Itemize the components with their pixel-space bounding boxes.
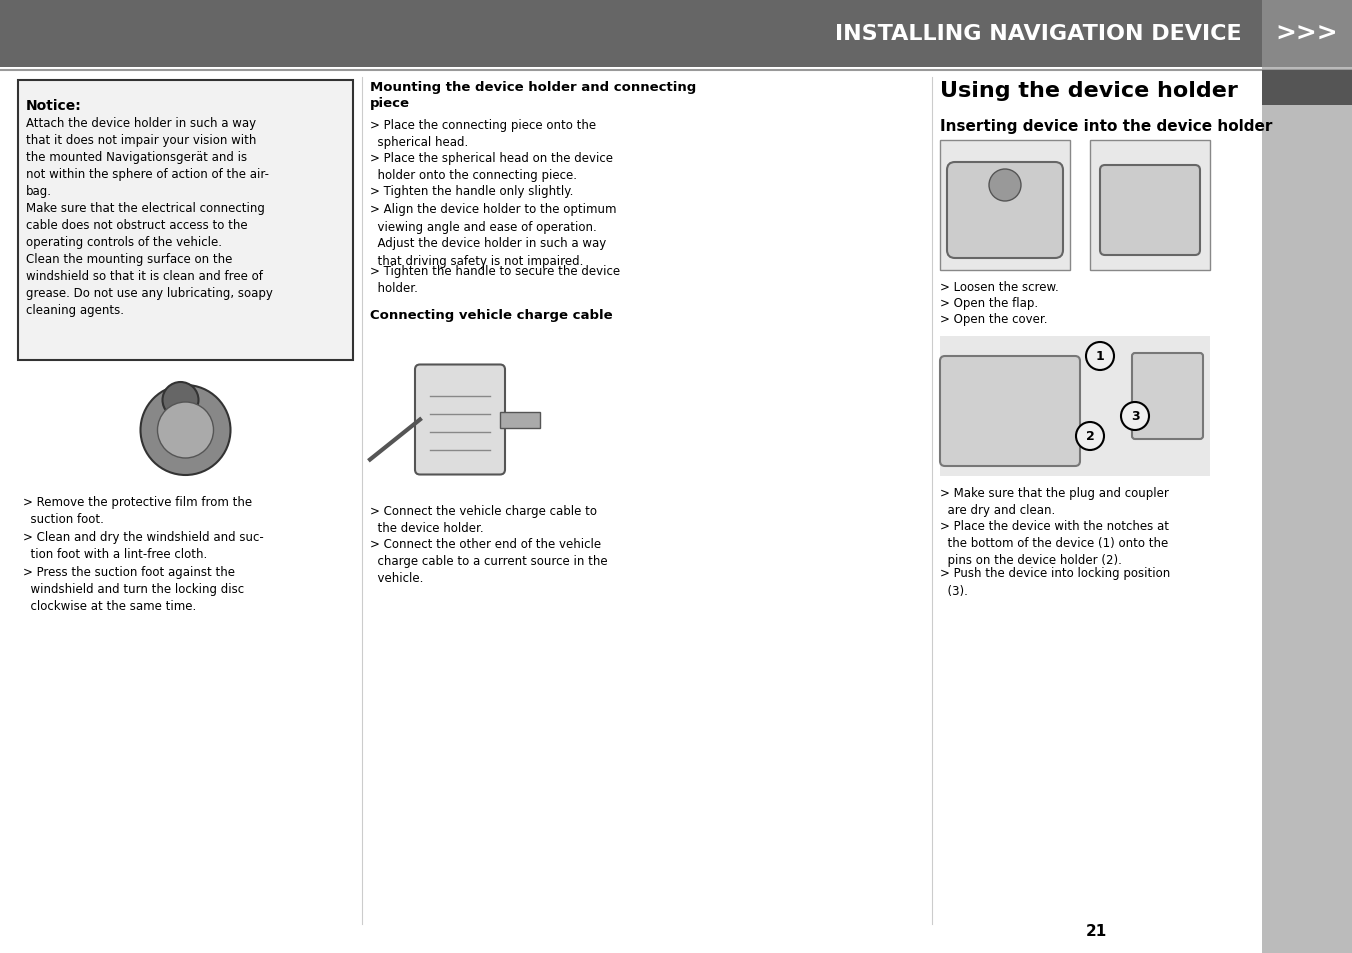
Text: Inserting device into the device holder: Inserting device into the device holder [940, 119, 1272, 133]
Circle shape [162, 382, 199, 418]
Circle shape [1121, 402, 1149, 431]
Text: > Open the cover.: > Open the cover. [940, 313, 1048, 326]
Text: >>>: >>> [1276, 22, 1338, 46]
Bar [500, 412, 539, 428]
FancyBboxPatch shape [415, 365, 506, 475]
Bar [1261, 0, 1352, 68]
Text: > Connect the vehicle charge cable to
  the device holder.: > Connect the vehicle charge cable to th… [370, 505, 598, 535]
Text: 3: 3 [1130, 410, 1140, 423]
Text: > Loosen the screw.: > Loosen the screw. [940, 281, 1059, 294]
Text: > Make sure that the plug and coupler
  are dry and clean.: > Make sure that the plug and coupler ar… [940, 486, 1169, 517]
Circle shape [157, 402, 214, 458]
Text: Connecting vehicle charge cable: Connecting vehicle charge cable [370, 308, 612, 321]
Bar [940, 141, 1069, 271]
FancyBboxPatch shape [18, 81, 353, 360]
Text: 21: 21 [1086, 923, 1107, 938]
Text: > Place the device with the notches at
  the bottom of the device (1) onto the
 : > Place the device with the notches at t… [940, 519, 1169, 566]
FancyBboxPatch shape [940, 356, 1080, 467]
Circle shape [1076, 422, 1105, 451]
Text: > Place the spherical head on the device
  holder onto the connecting piece.: > Place the spherical head on the device… [370, 152, 612, 182]
Text: > Open the flap.: > Open the flap. [940, 296, 1038, 310]
Text: > Place the connecting piece onto the
  spherical head.: > Place the connecting piece onto the sp… [370, 119, 596, 149]
Text: > Align the device holder to the optimum
  viewing angle and ease of operation.
: > Align the device holder to the optimum… [370, 203, 617, 267]
Bar [1261, 68, 1352, 953]
Bar [0, 0, 1352, 68]
Bar [1090, 141, 1210, 271]
Bar [1261, 71, 1352, 106]
Text: > Tighten the handle to secure the device
  holder.: > Tighten the handle to secure the devic… [370, 265, 621, 295]
FancyBboxPatch shape [946, 163, 1063, 258]
Text: > Tighten the handle only slightly.: > Tighten the handle only slightly. [370, 185, 573, 198]
Bar [940, 336, 1210, 476]
Circle shape [1086, 343, 1114, 371]
Text: > Connect the other end of the vehicle
  charge cable to a current source in the: > Connect the other end of the vehicle c… [370, 537, 607, 585]
FancyBboxPatch shape [1132, 354, 1203, 439]
Text: 2: 2 [1086, 430, 1094, 443]
Text: > Clean and dry the windshield and suc-
  tion foot with a lint-free cloth.: > Clean and dry the windshield and suc- … [23, 531, 264, 560]
FancyBboxPatch shape [1101, 166, 1201, 255]
Text: Mounting the device holder and connecting
piece: Mounting the device holder and connectin… [370, 81, 696, 110]
Text: > Push the device into locking position
  (3).: > Push the device into locking position … [940, 567, 1171, 597]
Text: Using the device holder: Using the device holder [940, 81, 1238, 101]
Circle shape [990, 170, 1021, 202]
Circle shape [141, 386, 230, 476]
Text: INSTALLING NAVIGATION DEVICE: INSTALLING NAVIGATION DEVICE [836, 24, 1242, 44]
Text: Attach the device holder in such a way
that it does not impair your vision with
: Attach the device holder in such a way t… [26, 117, 273, 316]
Text: > Remove the protective film from the
  suction foot.: > Remove the protective film from the su… [23, 496, 251, 525]
Text: > Press the suction foot against the
  windshield and turn the locking disc
  cl: > Press the suction foot against the win… [23, 565, 245, 613]
Text: 1: 1 [1095, 350, 1105, 363]
Text: Notice:: Notice: [26, 99, 81, 112]
